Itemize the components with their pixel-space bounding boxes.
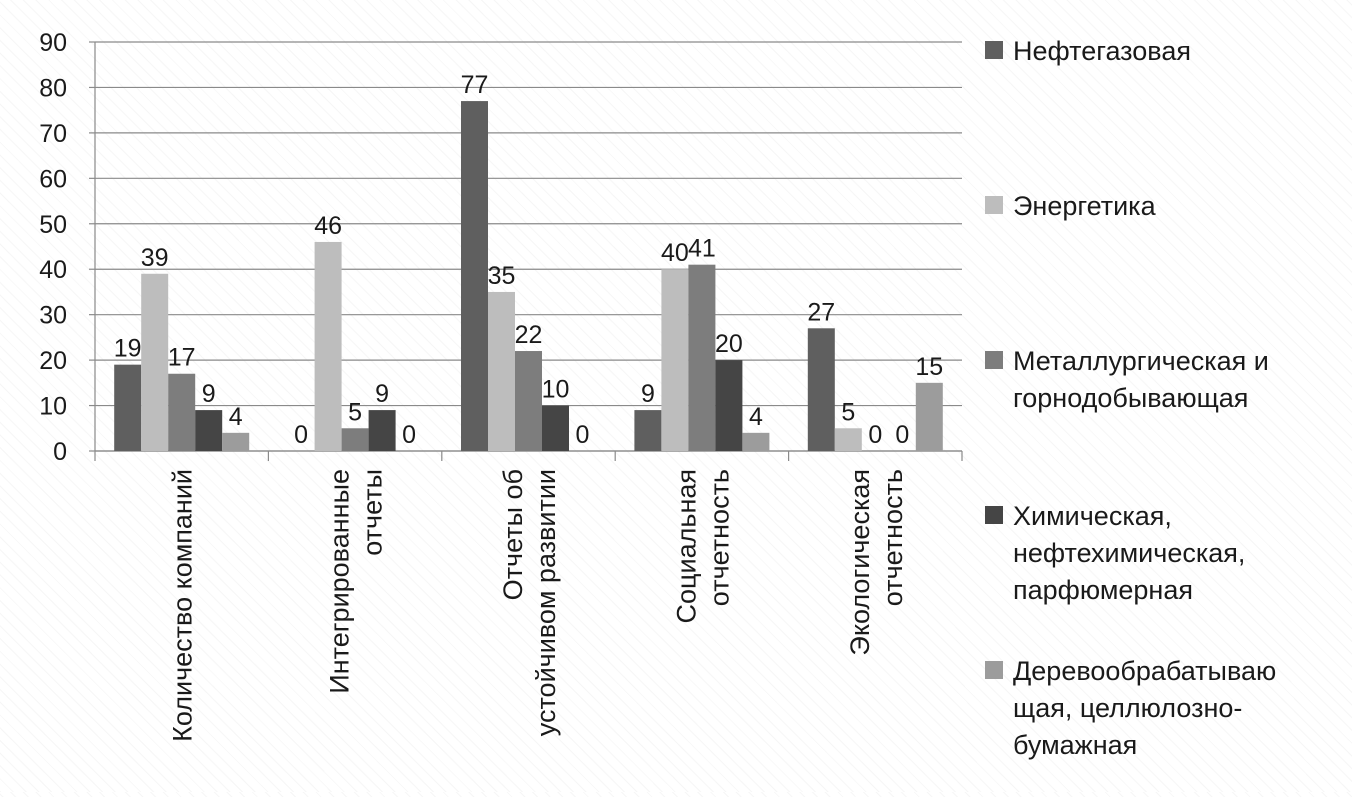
legend-label: Металлургическая и горнодобывающая [1013, 346, 1269, 413]
data-label: 0 [576, 421, 590, 449]
legend-label-line: Химическая, [1013, 501, 1172, 531]
bar [834, 428, 862, 451]
legend-swatch [985, 506, 1003, 524]
bar [634, 410, 662, 451]
bar [542, 405, 569, 451]
legend-label: Деревообрабатываю щая, целлюлозно-бумажна… [1013, 656, 1276, 760]
data-label: 0 [868, 421, 882, 449]
data-label: 19 [114, 335, 142, 363]
legend-label-line: Нефтегазовая [1013, 36, 1191, 66]
bars [114, 101, 943, 452]
y-tick-label: 0 [53, 438, 67, 466]
legend-label-line: Деревообрабатываю [1013, 656, 1276, 686]
bar [141, 273, 169, 451]
legend-label: Нефтегазовая [1013, 36, 1191, 66]
legend-swatch [985, 41, 1003, 59]
legend-label: Химическая, нефтехимическая, парфюмерная [1013, 501, 1245, 605]
legend-item: Энергетика [985, 191, 1157, 221]
data-label: 20 [715, 330, 743, 358]
data-label: 9 [641, 380, 655, 408]
legend-swatch [985, 196, 1003, 214]
legend-item: Нефтегазовая [985, 36, 1191, 66]
bar [688, 264, 716, 451]
data-label: 77 [461, 71, 489, 99]
legend-label-line: нефтехимическая, [1013, 538, 1245, 568]
data-label: 9 [375, 380, 389, 408]
category-label-line: отчетность [878, 469, 908, 606]
legend-item: Деревообрабатываю щая, целлюлозно-бумажна… [985, 656, 1276, 760]
y-tick-label: 10 [39, 393, 67, 421]
data-label: 10 [542, 376, 570, 404]
bar [222, 432, 250, 451]
gridlines [95, 41, 962, 452]
y-tick-label: 80 [39, 74, 67, 102]
bar [368, 410, 396, 451]
bar [807, 328, 835, 451]
data-label: 4 [749, 403, 763, 431]
bar [314, 241, 342, 451]
data-label: 35 [488, 262, 516, 290]
y-tick-label: 50 [39, 211, 67, 239]
data-label: 22 [515, 321, 543, 349]
bar [915, 382, 943, 451]
category-label-line: устойчивом развитии [531, 469, 561, 736]
bar [114, 364, 142, 451]
data-label: 39 [141, 244, 169, 272]
category-label-line: отчетность [704, 469, 734, 606]
data-label: 17 [168, 344, 196, 372]
y-tick-label: 90 [39, 29, 67, 57]
data-label: 27 [807, 298, 835, 326]
bar [742, 432, 770, 451]
legend-label-line: горнодобывающая [1013, 383, 1248, 413]
legend-swatch [985, 661, 1003, 679]
data-label: 0 [402, 421, 416, 449]
bar [715, 360, 743, 451]
category-label-line: Социальная [671, 469, 701, 623]
y-tick-label: 40 [39, 256, 67, 284]
data-label: 5 [841, 398, 855, 426]
category-label: Интегрированные отчеты [325, 469, 388, 694]
data-label: 9 [202, 380, 216, 408]
data-label: 41 [688, 235, 716, 263]
data-label: 5 [348, 398, 362, 426]
bar [168, 373, 196, 451]
category-label: Социальная отчетность [671, 469, 734, 623]
category-label-line: Интегрированные [325, 469, 355, 694]
data-label: 40 [661, 239, 689, 267]
category-label: Экологическая отчетность [845, 469, 908, 656]
category-label: Количество компаний [168, 469, 198, 742]
legend-label-line: парфюмерная [1013, 575, 1193, 605]
legend-label-line: Энергетика [1013, 191, 1157, 221]
bar [661, 269, 689, 451]
data-label: 4 [229, 403, 243, 431]
legend-label-line: бумажная [1013, 730, 1137, 760]
y-tick-label: 60 [39, 165, 67, 193]
category-label-line: Отчеты об [498, 469, 528, 600]
y-tick-label: 20 [39, 347, 67, 375]
category-label-line: Количество компаний [168, 469, 198, 742]
y-tick-label: 70 [39, 120, 67, 148]
bar [341, 428, 369, 451]
category-label-line: отчеты [358, 469, 388, 556]
legend-label-line: щая, целлюлозно- [1013, 693, 1242, 723]
data-label: 0 [895, 421, 909, 449]
y-tick-label: 30 [39, 302, 67, 330]
category-label: Отчеты об устойчивом развитии [498, 469, 561, 736]
data-label: 15 [915, 353, 943, 381]
bar [515, 351, 542, 451]
bar [195, 410, 223, 451]
category-label-line: Экологическая [845, 469, 875, 656]
data-label: 0 [294, 421, 308, 449]
legend-label-line: Металлургическая и [1013, 346, 1269, 376]
legend-item: Химическая, нефтехимическая, парфюмерная [985, 501, 1245, 605]
bar [461, 101, 488, 452]
bar [488, 291, 515, 451]
legend-label: Энергетика [1013, 191, 1157, 221]
data-label: 46 [314, 212, 342, 240]
legend-item: Металлургическая и горнодобывающая [985, 346, 1269, 413]
legend-swatch [985, 351, 1003, 369]
